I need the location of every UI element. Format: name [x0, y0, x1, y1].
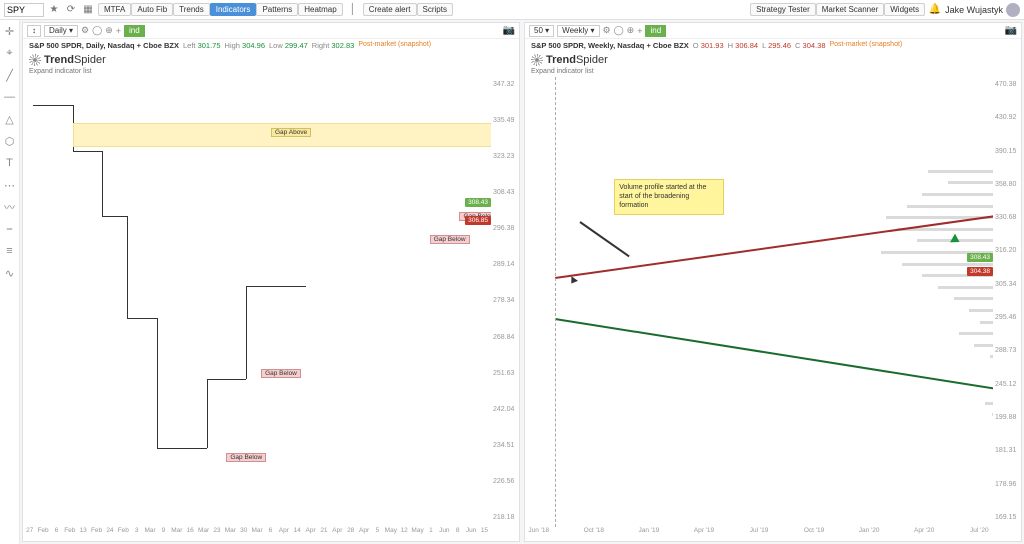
y-axis-a: 347.32335.49323.23308.43296.38289.14278.… — [491, 77, 519, 525]
circle-icon[interactable]: ◯ — [614, 25, 624, 36]
gap-label: Gap Below — [430, 235, 470, 244]
indicator-toggle-b[interactable]: ind — [645, 25, 666, 37]
draw-tool-6[interactable]: T — [3, 156, 17, 170]
chart-info-a: S&P 500 SPDR, Daily, Nasdaq + Cboe BZX L… — [23, 39, 519, 52]
toolbar-btn-patterns[interactable]: Patterns — [256, 3, 298, 16]
brand-logo-icon — [29, 54, 41, 66]
draw-tool-5[interactable]: ⬡ — [3, 134, 17, 148]
camera-icon[interactable]: 📷 — [503, 25, 515, 36]
avatar-icon — [1006, 3, 1020, 17]
draw-tool-0[interactable]: ✛ — [3, 24, 17, 38]
toolbar-btn-trends[interactable]: Trends — [173, 3, 210, 16]
plus-icon[interactable]: + — [116, 26, 121, 36]
interval-dropdown-b[interactable]: Weekly ▾ — [557, 25, 599, 37]
panel-toolbar-a: ↕ Daily ▾ ⚙ ◯ ⊕ + ind 📷 — [23, 23, 519, 39]
refresh-icon[interactable]: ⟳ — [64, 3, 78, 17]
drawing-toolbar: ✛ ⌖ ╱ — △ ⬡ T ⋯ 〰 ⎯ ≡ ∿ — [0, 20, 20, 544]
top-toolbar: ★ ⟳ ▦ MTFAAuto FibTrendsIndicatorsPatter… — [0, 0, 1024, 20]
brand-a: TrendSpider — [23, 52, 519, 68]
toolbar-btn-heatmap[interactable]: Heatmap — [298, 3, 342, 16]
brand-logo-icon — [531, 54, 543, 66]
draw-tool-1[interactable]: ⌖ — [3, 46, 17, 60]
chart-panel-weekly: 50 ▾ Weekly ▾ ⚙ ◯ ⊕ + ind 📷 S&P 500 SPDR… — [524, 22, 1022, 542]
chart-info-b: S&P 500 SPDR, Weekly, Nasdaq + Cboe BZX … — [525, 39, 1021, 52]
draw-tool-10[interactable]: ≡ — [3, 244, 17, 258]
toolbar-btn-scripts[interactable]: Scripts — [417, 3, 453, 16]
panel-toolbar-b: 50 ▾ Weekly ▾ ⚙ ◯ ⊕ + ind 📷 — [525, 23, 1021, 39]
y-axis-b: 470.38430.92390.15358.80330.68316.20305.… — [993, 77, 1021, 525]
toolbar-right-buttons: Create alertScripts — [363, 4, 453, 15]
toolbar-btn-mtfa[interactable]: MTFA — [98, 3, 131, 16]
divider-icon: │ — [346, 3, 360, 17]
x-axis-b: Jun '18Oct '18Jan '19Apr '19Jul '19Oct '… — [525, 527, 993, 541]
indicator-toggle[interactable]: ind — [124, 25, 145, 37]
gap-label: Gap Below — [261, 369, 301, 378]
symbol-input[interactable] — [4, 3, 44, 17]
toolbar-btn-market-scanner[interactable]: Market Scanner — [816, 3, 884, 16]
target-icon[interactable]: ⊕ — [105, 25, 113, 36]
draw-tool-3[interactable]: — — [3, 90, 17, 104]
draw-tool-8[interactable]: 〰 — [3, 200, 17, 214]
target-icon[interactable]: ⊕ — [627, 25, 635, 36]
gap-label: Gap Below — [226, 453, 266, 462]
toolbar-btn-create-alert[interactable]: Create alert — [363, 3, 417, 16]
toolbar-far-right: Strategy TesterMarket ScannerWidgets — [750, 4, 925, 15]
gear-icon[interactable]: ⚙ — [603, 25, 611, 36]
chart-area-b[interactable]: 470.38430.92390.15358.80330.68316.20305.… — [525, 77, 1021, 541]
toolbar-btn-strategy-tester[interactable]: Strategy Tester — [750, 3, 816, 16]
expand-indicators-b[interactable]: Expand indicator list — [525, 68, 1021, 77]
chart-panel-daily: ↕ Daily ▾ ⚙ ◯ ⊕ + ind 📷 S&P 500 SPDR, Da… — [22, 22, 520, 542]
user-name: Jake Wujastyk — [945, 5, 1003, 15]
toolbar-buttons: MTFAAuto FibTrendsIndicatorsPatternsHeat… — [98, 4, 343, 15]
gear-icon[interactable]: ⚙ — [81, 25, 89, 36]
draw-tool-4[interactable]: △ — [3, 112, 17, 126]
annotation-note: Volume profile started at the start of t… — [614, 179, 724, 215]
brand-b: TrendSpider — [525, 52, 1021, 68]
toolbar-btn-widgets[interactable]: Widgets — [884, 3, 925, 16]
x-axis-a: 27Feb6Feb13Feb24Feb3Mar9Mar16Mar23Mar30M… — [23, 527, 491, 541]
draw-tool-2[interactable]: ╱ — [3, 68, 17, 82]
draw-tool-11[interactable]: ∿ — [3, 266, 17, 280]
toolbar-btn-auto-fib[interactable]: Auto Fib — [131, 3, 173, 16]
gap-label: Gap Above — [271, 128, 311, 137]
plus-icon[interactable]: + — [637, 26, 642, 36]
circle-icon[interactable]: ◯ — [92, 25, 102, 36]
draw-tool-9[interactable]: ⎯ — [3, 222, 17, 236]
grid-icon[interactable]: ▦ — [81, 3, 95, 17]
tf-dropdown[interactable]: ↕ — [27, 25, 41, 37]
camera-icon[interactable]: 📷 — [1005, 25, 1017, 36]
user-menu[interactable]: Jake Wujastyk — [945, 3, 1020, 17]
bell-icon[interactable]: 🔔 — [928, 3, 942, 17]
tf-dropdown-b[interactable]: 50 ▾ — [529, 25, 554, 37]
star-icon[interactable]: ★ — [47, 3, 61, 17]
toolbar-btn-indicators[interactable]: Indicators — [210, 3, 257, 16]
expand-indicators-a[interactable]: Expand indicator list — [23, 68, 519, 77]
draw-tool-7[interactable]: ⋯ — [3, 178, 17, 192]
chart-area-a[interactable]: 347.32335.49323.23308.43296.38289.14278.… — [23, 77, 519, 541]
interval-dropdown[interactable]: Daily ▾ — [44, 25, 78, 37]
